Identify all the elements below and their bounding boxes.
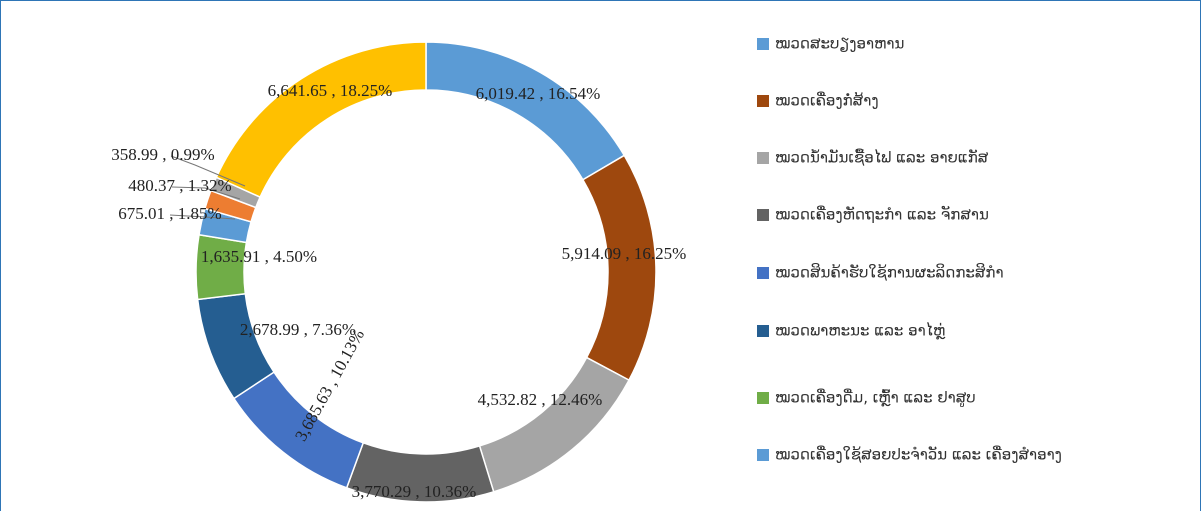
data-label: 6,641.65 , 18.25% [268,81,393,100]
data-label: 3,770.29 , 10.36% [352,482,477,501]
data-label: 358.99 , 0.99% [111,145,214,164]
donut-segment [215,41,427,199]
data-label: 2,678.99 , 7.36% [240,320,356,339]
legend-swatch [757,152,769,164]
data-label: 480.37 , 1.32% [128,176,231,195]
legend-swatch [757,392,769,404]
data-label: 6,019.42 , 16.54% [476,84,601,103]
data-label: 1,635.91 , 4.50% [201,247,317,266]
data-label: 675.01 , 1.85% [118,204,221,223]
legend-label: ໝວດນ້ຳມັນເຊື້ອໄຟ ແລະ ອາຍແກັສ [775,147,989,166]
leader-line [170,155,246,187]
legend-swatch [757,267,769,279]
legend-swatch [757,325,769,337]
legend-swatch [757,209,769,221]
leader-line [169,214,236,220]
data-label: 5,914.09 , 16.25% [562,244,687,263]
legend-label: ໝວດເຄື່ອງຫັດຖະກຳ ແລະ ຈັກສານ [775,204,989,223]
legend-label: ໝວດສິນຄ້າຮັບໃຊ້ການຜະລິດກະສິກຳ [775,262,1004,281]
legend-label: ໝວດສະບຽງອາຫານ [775,35,904,53]
legend-label: ໝວດເຄື່ອງກໍ່ສ້າງ [775,90,879,109]
legend-label: ໝວດເຄື່ອງໃຊ້ສອຍປະຈຳວັນ ແລະ ເຄື່ອງສຳອາງ [775,444,1062,463]
data-label: 4,532.82 , 12.46% [478,390,603,409]
legend-swatch [757,95,769,107]
legend-swatch [757,38,769,50]
legend-label: ໝວດພາຫະນະ ແລະ ອາໄຫຼ່ [775,321,946,340]
donut-segment [195,233,248,301]
legend-swatch [757,449,769,461]
leader-line [171,186,241,200]
legend-label: ໝວດເຄື່ອງດື່ມ, ເຫຼົ້າ ແລະ ຢາສູບ [775,387,976,407]
